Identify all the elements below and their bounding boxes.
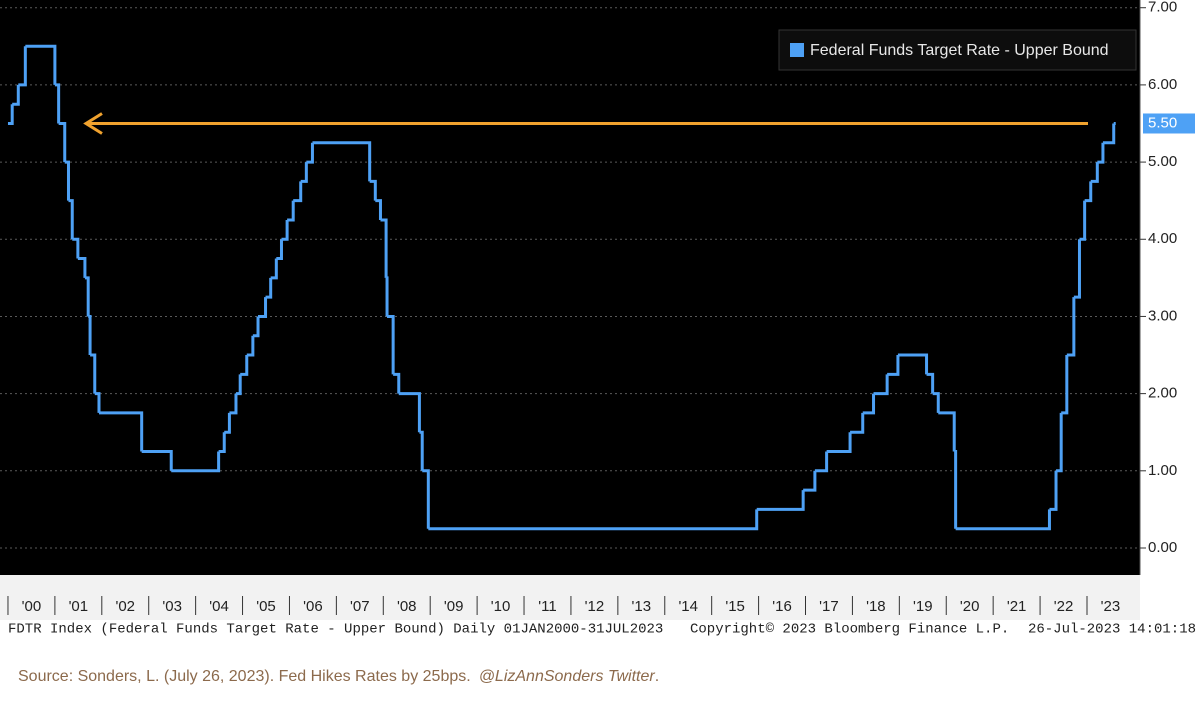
x-tick-label: '21 <box>1007 598 1027 615</box>
legend-swatch <box>790 43 804 57</box>
x-tick-label: '07 <box>350 598 370 615</box>
x-tick-label: '03 <box>162 598 182 615</box>
x-tick-label: '11 <box>538 598 556 615</box>
x-tick-label: '15 <box>725 598 745 615</box>
x-tick-label: '17 <box>819 598 839 615</box>
y-tick-label: 0.00 <box>1148 539 1177 556</box>
line-segment <box>954 452 955 529</box>
x-tick-label: '12 <box>585 598 605 615</box>
source-end: . <box>655 668 659 685</box>
x-tick-label: '02 <box>115 598 135 615</box>
legend-label: Federal Funds Target Rate - Upper Bound <box>810 42 1109 59</box>
x-tick-label: '05 <box>256 598 276 615</box>
x-tick-label: '20 <box>960 598 980 615</box>
y-tick-label: 6.00 <box>1148 76 1177 93</box>
x-tick-label: '08 <box>397 598 417 615</box>
line-segment <box>386 278 387 317</box>
source-handle: @LizAnnSonders Twitter <box>479 668 656 685</box>
x-tick-label: '13 <box>632 598 652 615</box>
footer-copyright: Copyright© 2023 Bloomberg Finance L.P. <box>690 622 1009 638</box>
source-note: Source: Sonders, L. (July 26, 2023). Fed… <box>18 668 659 685</box>
x-tick-label: '19 <box>913 598 933 615</box>
last-value-label: 5.50 <box>1148 114 1177 131</box>
x-tick-label: '22 <box>1054 598 1074 615</box>
y-tick-label: 1.00 <box>1148 462 1177 479</box>
y-tick-label: 7.00 <box>1148 0 1177 16</box>
x-tick-label: '04 <box>209 598 229 615</box>
footer-timestamp: 26-Jul-2023 14:01:18 <box>1028 622 1196 638</box>
x-tick-label: '06 <box>303 598 323 615</box>
y-tick-label: 4.00 <box>1148 230 1177 247</box>
y-tick-label: 3.00 <box>1148 307 1177 324</box>
x-tick-label: '23 <box>1101 598 1121 615</box>
x-tick-label: '14 <box>678 598 698 615</box>
x-tick-label: '00 <box>22 598 42 615</box>
plot-background <box>0 0 1140 575</box>
footer-index: FDTR Index (Federal Funds Target Rate - … <box>8 622 663 638</box>
x-tick-label: '09 <box>444 598 464 615</box>
x-tick-label: '18 <box>866 598 886 615</box>
y-tick-label: 2.00 <box>1148 385 1177 402</box>
x-tick-label: '16 <box>772 598 792 615</box>
source-text: Source: Sonders, L. (July 26, 2023). Fed… <box>18 668 471 685</box>
x-tick-label: '01 <box>69 598 89 615</box>
y-tick-label: 5.00 <box>1148 153 1177 170</box>
x-tick-label: '10 <box>491 598 511 615</box>
